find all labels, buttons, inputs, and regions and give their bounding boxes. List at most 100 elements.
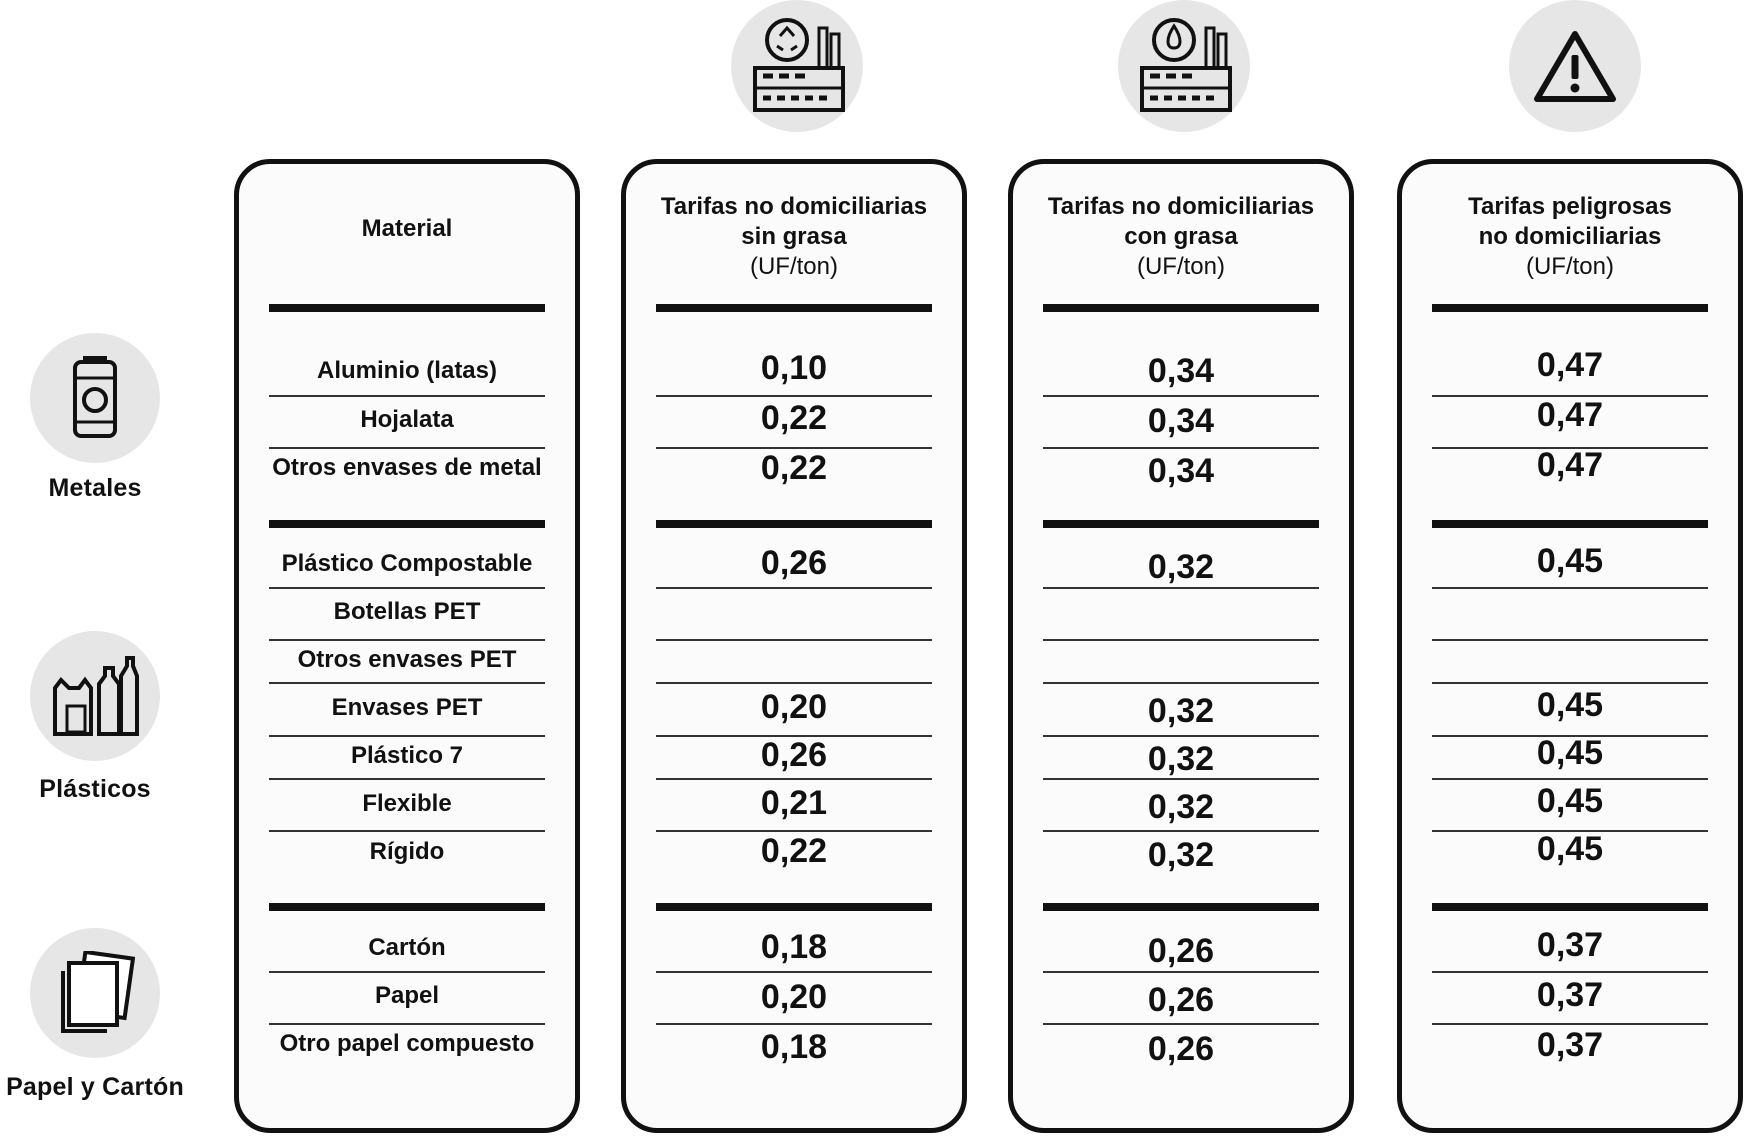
tariff-value: 0,45	[1536, 734, 1604, 772]
row-divider	[1043, 778, 1319, 780]
row-divider	[656, 447, 932, 449]
tariff-value: 0,32	[1147, 788, 1215, 826]
tariff-value: 0,45	[1536, 782, 1604, 820]
papel-icon-circle	[30, 928, 160, 1058]
row-divider	[656, 971, 932, 973]
row-divider	[1432, 447, 1708, 449]
row-divider	[1043, 1023, 1319, 1025]
tariff-value: 0,21	[760, 784, 828, 822]
row-divider	[1043, 587, 1319, 589]
tariff-value: 0,34	[1147, 402, 1215, 440]
group-divider	[656, 903, 932, 911]
material-name: Otro papel compuesto	[279, 1030, 535, 1057]
tariff-value: 0,32	[1147, 740, 1215, 778]
row-divider	[1432, 587, 1708, 589]
recycling-factory-icon	[753, 18, 845, 112]
column-header: Tarifas no domiciliarias sin grasa (UF/t…	[660, 193, 928, 280]
row-divider	[656, 639, 932, 641]
tariff-value: 0,34	[1147, 452, 1215, 490]
row-divider	[1432, 830, 1708, 832]
tariff-value: 0,18	[760, 1028, 828, 1066]
group-divider	[1043, 520, 1319, 528]
material-name: Botellas PET	[333, 598, 481, 625]
row-divider	[269, 735, 545, 737]
row-divider	[1432, 1023, 1708, 1025]
tariff-value: 0,47	[1536, 446, 1604, 484]
category-label-papel: Papel y Cartón	[6, 1073, 184, 1101]
tariff-value: 0,45	[1536, 542, 1604, 580]
row-divider	[269, 830, 545, 832]
material-name: Rígido	[369, 838, 445, 865]
tarifa-sin-grasa-panel: Tarifas no domiciliarias sin grasa (UF/t…	[621, 159, 967, 1133]
group-divider	[1432, 903, 1708, 911]
material-name: Flexible	[362, 790, 452, 817]
col1-icon-circle	[731, 0, 863, 132]
column-header: Tarifas no domiciliarias con grasa (UF/t…	[1047, 193, 1315, 280]
tariff-value: 0,26	[1147, 932, 1215, 970]
tariff-value: 0,32	[1147, 548, 1215, 586]
tariff-value: 0,45	[1536, 830, 1604, 868]
group-divider	[656, 520, 932, 528]
tariff-value: 0,45	[1536, 686, 1604, 724]
row-divider	[1432, 395, 1708, 397]
row-divider	[269, 682, 545, 684]
plastic-bottles-icon	[53, 656, 139, 736]
row-divider	[269, 587, 545, 589]
row-divider	[1432, 778, 1708, 780]
category-label-plasticos: Plásticos	[39, 775, 151, 803]
tariff-value: 0,26	[760, 544, 828, 582]
material-name: Plástico Compostable	[281, 550, 533, 577]
tariff-value: 0,10	[760, 349, 828, 387]
row-divider	[1432, 682, 1708, 684]
header-divider	[1432, 304, 1708, 312]
header-divider	[269, 304, 545, 312]
tariff-value: 0,20	[760, 688, 828, 726]
tarifa-con-grasa-panel: Tarifas no domiciliarias con grasa (UF/t…	[1008, 159, 1354, 1133]
row-divider	[269, 395, 545, 397]
tariff-value: 0,22	[760, 449, 828, 487]
row-divider	[1432, 971, 1708, 973]
row-divider	[656, 778, 932, 780]
tariff-value: 0,37	[1536, 926, 1604, 964]
paper-sheets-icon	[61, 951, 135, 1033]
group-divider	[1043, 903, 1319, 911]
oil-factory-icon	[1140, 18, 1232, 112]
row-divider	[269, 639, 545, 641]
material-name: Plástico 7	[350, 742, 464, 769]
row-divider	[656, 1023, 932, 1025]
category-label-metales: Metales	[48, 474, 142, 502]
column-header: Tarifas peligrosas no domiciliarias (UF/…	[1468, 193, 1672, 280]
tariff-value: 0,32	[1147, 692, 1215, 730]
material-name: Otros envases de metal	[272, 454, 542, 481]
material-name: Papel	[374, 982, 440, 1009]
material-name: Cartón	[368, 934, 446, 961]
row-divider	[656, 395, 932, 397]
tariff-value: 0,47	[1536, 396, 1604, 434]
tariff-value: 0,26	[1147, 1030, 1215, 1068]
tariff-value: 0,34	[1147, 352, 1215, 390]
material-name: Hojalata	[360, 406, 454, 433]
row-divider	[269, 778, 545, 780]
row-divider	[1043, 395, 1319, 397]
row-divider	[269, 1023, 545, 1025]
tarifa-peligrosas-panel: Tarifas peligrosas no domiciliarias (UF/…	[1397, 159, 1743, 1133]
row-divider	[656, 682, 932, 684]
col3-icon-circle	[1509, 0, 1641, 132]
tariff-value: 0,32	[1147, 836, 1215, 874]
material-panel: Material Aluminio (latas) Hojalata Otros…	[234, 159, 580, 1133]
row-divider	[1043, 639, 1319, 641]
material-header: Material	[361, 215, 453, 242]
plasticos-icon-circle	[30, 631, 160, 761]
row-divider	[656, 830, 932, 832]
row-divider	[656, 587, 932, 589]
row-divider	[1043, 447, 1319, 449]
row-divider	[1043, 971, 1319, 973]
row-divider	[269, 447, 545, 449]
tariff-value: 0,26	[760, 736, 828, 774]
metales-icon-circle	[30, 333, 160, 463]
col2-icon-circle	[1118, 0, 1250, 132]
material-name: Aluminio (latas)	[316, 357, 497, 384]
group-divider	[269, 520, 545, 528]
tariff-value: 0,47	[1536, 346, 1604, 384]
header-divider	[656, 304, 932, 312]
